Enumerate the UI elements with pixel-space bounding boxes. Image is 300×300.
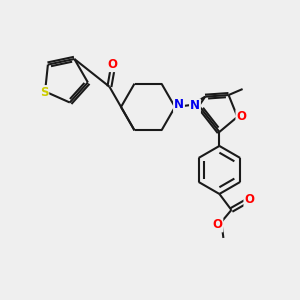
Text: S: S (40, 86, 48, 99)
Text: O: O (244, 194, 254, 206)
Text: O: O (107, 58, 117, 71)
Text: N: N (190, 99, 200, 112)
Text: O: O (236, 110, 246, 123)
Text: O: O (212, 218, 222, 232)
Text: N: N (174, 98, 184, 112)
